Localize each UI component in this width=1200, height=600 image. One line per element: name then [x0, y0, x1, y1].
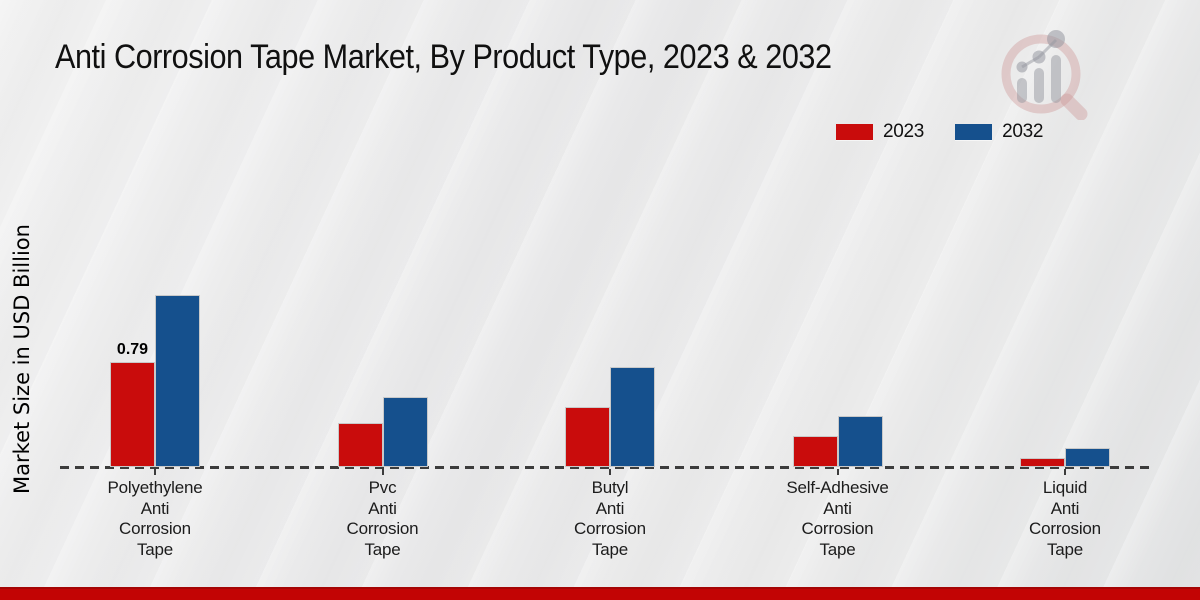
x-axis-tick: [154, 469, 156, 475]
chart-title: Anti Corrosion Tape Market, By Product T…: [55, 38, 832, 76]
bar-2023-2: [565, 407, 610, 467]
x-axis-tick: [836, 469, 839, 475]
bar-2023-0: [110, 362, 155, 467]
legend-label: 2032: [1002, 121, 1044, 142]
category-label-0: Polyethylene Anti Corrosion Tape: [107, 478, 203, 559]
category-label-1: Pvc Anti Corrosion Tape: [346, 478, 419, 559]
legend-swatch-2023: [836, 124, 873, 140]
legend-label: 2023: [883, 121, 925, 142]
legend-swatch-2032: [955, 124, 993, 140]
bar-2023-3: [792, 436, 838, 467]
category-label-4: Liquid Anti Corrosion Tape: [1029, 478, 1101, 559]
legend-item-2032: 2032: [955, 121, 1043, 143]
bar-2032-2: [610, 367, 655, 467]
x-axis-tick: [609, 469, 611, 475]
x-axis-tick: [381, 469, 384, 475]
footer-accent-bar: [0, 587, 1200, 600]
legend: 2023 2032: [836, 121, 1043, 143]
bar-2032-4: [1065, 448, 1110, 467]
bar-2023-1: [337, 423, 383, 467]
bar-2032-0: [155, 295, 200, 467]
bar-2023-4: [1020, 458, 1065, 467]
legend-item-2023: 2023: [836, 121, 924, 143]
x-axis-tick: [1064, 469, 1066, 475]
bar-2032-3: [837, 416, 883, 467]
bar-2032-1: [382, 397, 428, 467]
magnifier-bar-chart-logo-icon: [988, 25, 1093, 121]
bar-value-label: 0.79: [116, 341, 149, 358]
category-label-2: Butyl Anti Corrosion Tape: [574, 478, 646, 559]
category-label-3: Self-Adhesive Anti Corrosion Tape: [786, 478, 889, 559]
zero-baseline: [60, 466, 1152, 469]
